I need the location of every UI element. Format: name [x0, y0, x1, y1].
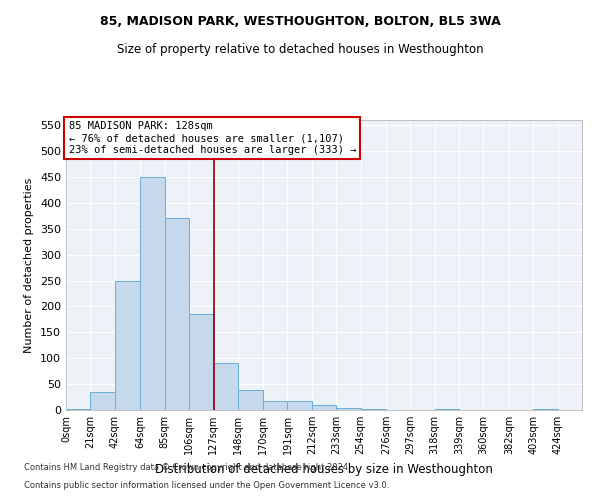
Bar	[213, 364, 238, 410]
Bar	[263, 401, 287, 410]
Bar	[238, 390, 263, 410]
Bar	[91, 392, 115, 410]
Y-axis label: Number of detached properties: Number of detached properties	[25, 178, 34, 352]
Text: 85 MADISON PARK: 128sqm
← 76% of detached houses are smaller (1,107)
23% of semi: 85 MADISON PARK: 128sqm ← 76% of detache…	[68, 122, 356, 154]
Text: 85, MADISON PARK, WESTHOUGHTON, BOLTON, BL5 3WA: 85, MADISON PARK, WESTHOUGHTON, BOLTON, …	[100, 15, 500, 28]
Bar	[140, 177, 164, 410]
Bar	[533, 409, 557, 410]
Bar	[115, 280, 140, 410]
Text: Contains public sector information licensed under the Open Government Licence v3: Contains public sector information licen…	[24, 481, 389, 490]
Bar	[336, 408, 361, 410]
Bar	[189, 314, 213, 410]
Text: Contains HM Land Registry data © Crown copyright and database right 2024.: Contains HM Land Registry data © Crown c…	[24, 464, 350, 472]
Text: Size of property relative to detached houses in Westhoughton: Size of property relative to detached ho…	[116, 42, 484, 56]
Bar	[66, 409, 91, 410]
X-axis label: Distribution of detached houses by size in Westhoughton: Distribution of detached houses by size …	[155, 462, 493, 475]
Bar	[164, 218, 189, 410]
Bar	[312, 406, 336, 410]
Bar	[287, 401, 312, 410]
